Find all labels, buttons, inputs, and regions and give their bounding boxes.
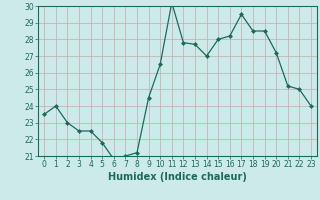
X-axis label: Humidex (Indice chaleur): Humidex (Indice chaleur) [108, 172, 247, 182]
